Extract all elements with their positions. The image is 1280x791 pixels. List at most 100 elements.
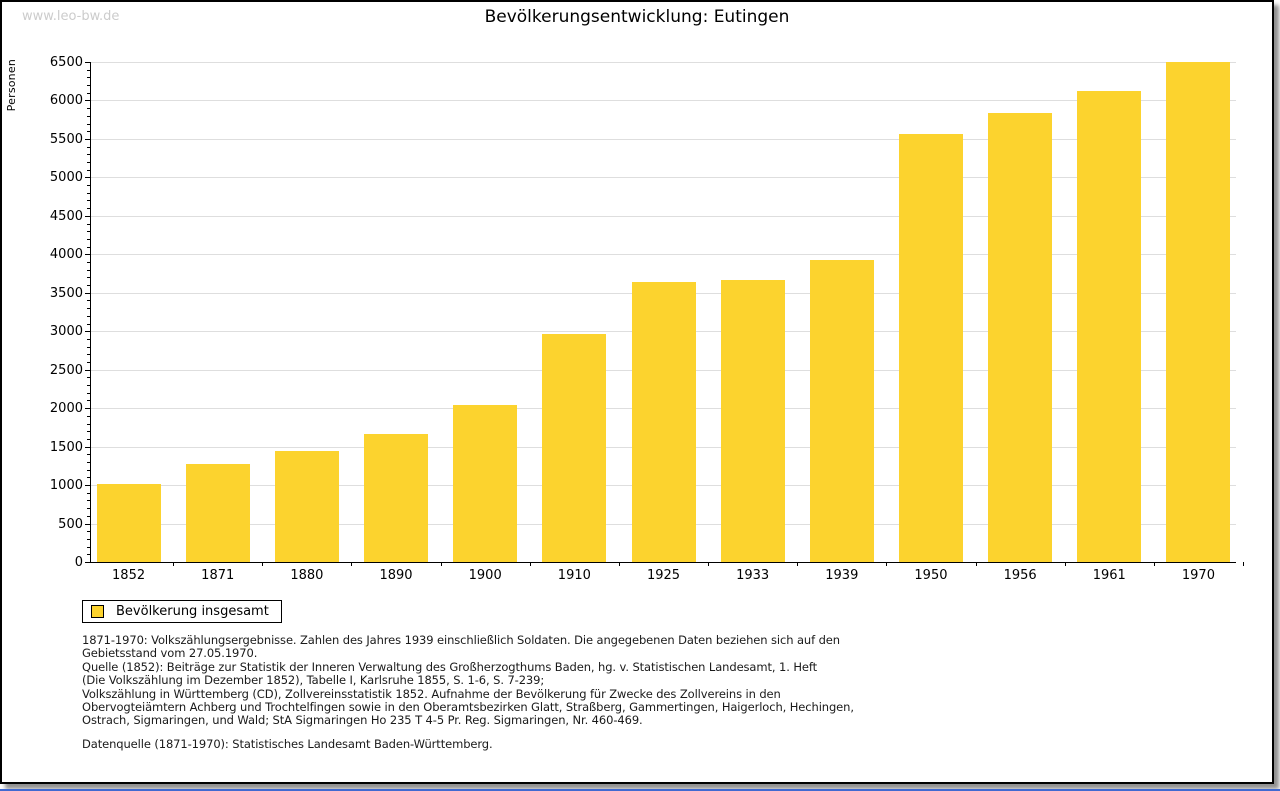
y-minor-tick — [87, 400, 90, 402]
x-tick-label: 1939 — [825, 568, 859, 583]
y-minor-tick — [87, 377, 90, 379]
source-note-line: Quelle (1852): Beiträge zur Statistik de… — [82, 659, 818, 674]
y-major-tick — [85, 292, 90, 294]
source-note-line: 1871-1970: Volkszählungsergebnisse. Zahl… — [82, 633, 840, 647]
y-minor-tick — [87, 346, 90, 348]
x-tick-label: 1890 — [379, 568, 413, 583]
legend: Bevölkerung insgesamt — [82, 600, 282, 623]
bar — [631, 281, 696, 562]
x-tick-label: 1925 — [646, 568, 681, 583]
x-tick-label: 1910 — [557, 568, 591, 583]
x-tick-label: 1852 — [112, 568, 146, 583]
y-minor-tick — [87, 238, 90, 240]
x-axis-tick — [529, 562, 531, 566]
gridline — [91, 138, 1236, 140]
x-axis-tick — [618, 562, 620, 566]
y-minor-tick — [87, 277, 90, 279]
y-tick-label: 1500 — [49, 439, 83, 455]
y-minor-tick — [87, 362, 90, 363]
bar — [274, 450, 339, 562]
y-major-tick — [85, 138, 90, 140]
y-minor-tick — [87, 92, 90, 94]
y-axis-label: Personen — [5, 59, 18, 112]
y-minor-tick — [87, 538, 90, 540]
y-minor-tick — [87, 431, 90, 433]
x-axis-tick — [1064, 562, 1066, 566]
x-axis-tick — [262, 562, 264, 566]
y-major-tick — [85, 408, 90, 410]
y-minor-tick — [87, 269, 90, 271]
x-tick-label: 1961 — [1092, 568, 1126, 583]
y-major-tick — [85, 62, 90, 63]
x-axis-tick — [1153, 562, 1155, 566]
y-minor-tick — [87, 308, 90, 310]
bar — [720, 279, 785, 562]
x-axis-tick — [351, 562, 353, 566]
y-minor-tick — [87, 492, 90, 494]
y-minor-tick — [87, 77, 90, 79]
legend-label: Bevölkerung insgesamt — [116, 604, 269, 619]
y-minor-tick — [87, 192, 90, 194]
plot-area: 0 500 1000 1500 2000 2500 3000 3500 4000 4500 5000… — [50, 55, 1244, 583]
x-axis-tick — [173, 562, 175, 566]
source-note-line: Gebietsstand vom 27.05.1970. — [82, 646, 258, 661]
datasource-line: Datenquelle (1871-1970): Statistisches L… — [82, 736, 493, 751]
y-major-tick — [85, 485, 90, 487]
y-minor-tick — [87, 508, 90, 510]
y-tick-label: 3000 — [49, 324, 83, 340]
y-minor-tick — [87, 515, 90, 517]
x-axis-tick — [797, 562, 799, 566]
y-minor-tick — [87, 146, 90, 148]
x-tick-label: 1880 — [290, 568, 324, 583]
gridline — [91, 177, 1236, 179]
x-tick-label: 1950 — [914, 568, 948, 583]
y-minor-tick — [87, 208, 90, 210]
y-minor-tick — [87, 554, 90, 556]
y-minor-tick — [87, 85, 90, 87]
y-minor-tick — [87, 108, 90, 110]
y-minor-tick — [87, 162, 90, 163]
chart-title: Bevölkerungsentwicklung: Eutingen — [484, 7, 790, 27]
y-minor-tick — [87, 531, 90, 533]
y-tick-label: 500 — [58, 516, 83, 532]
y-minor-tick — [87, 462, 90, 463]
x-tick-label: 1900 — [468, 568, 502, 583]
x-axis-tick — [708, 562, 710, 566]
y-major-tick — [85, 446, 90, 448]
y-minor-tick — [87, 231, 90, 233]
gridline — [91, 100, 1236, 102]
x-tick-label: 1871 — [201, 568, 235, 583]
y-tick-label: 4500 — [49, 208, 83, 224]
bar — [1077, 91, 1142, 562]
source-notes: 1871-1970: Volkszählungsergebnisse. Zahl… — [82, 633, 1182, 751]
y-minor-tick — [87, 323, 90, 325]
y-major-tick — [85, 331, 90, 333]
bottom-edge-strip — [0, 789, 1280, 791]
gridline — [91, 62, 1236, 63]
y-minor-tick — [87, 338, 90, 340]
y-minor-tick — [87, 131, 90, 133]
x-tick-label: 1970 — [1181, 568, 1215, 583]
gridline — [91, 215, 1236, 217]
x-axis-tick — [1243, 562, 1244, 566]
x-axis-tick — [440, 562, 442, 566]
y-tick-label: 5500 — [49, 131, 83, 147]
y-major-tick — [85, 523, 90, 525]
bar — [185, 463, 250, 562]
y-tick-label: 6000 — [49, 93, 83, 109]
bar — [809, 260, 874, 562]
y-minor-tick — [87, 315, 90, 317]
y-minor-tick — [87, 246, 90, 248]
y-major-tick — [85, 369, 90, 371]
y-minor-tick — [87, 200, 90, 202]
bar — [898, 133, 963, 562]
y-minor-tick — [87, 115, 90, 117]
y-major-tick — [85, 100, 90, 102]
y-tick-label: 5000 — [49, 170, 83, 186]
y-minor-tick — [87, 69, 90, 71]
y-minor-tick — [87, 285, 90, 287]
y-minor-tick — [87, 169, 90, 171]
bar — [96, 484, 161, 562]
y-tick-label: 4000 — [49, 247, 83, 263]
